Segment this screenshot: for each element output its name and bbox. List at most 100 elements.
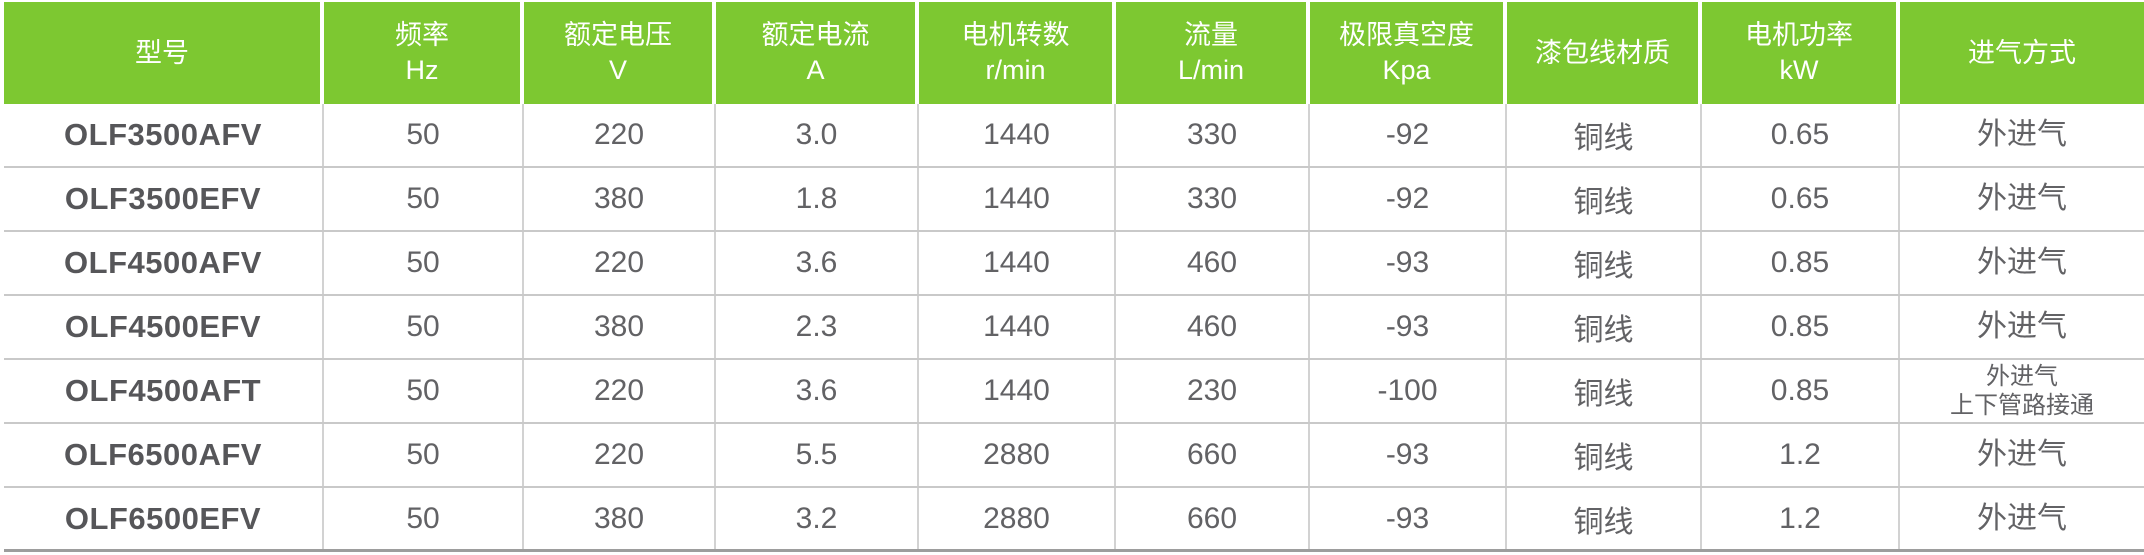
intake-line-2: 上下管路接通 <box>1950 392 2094 419</box>
table-row: OLF3500AFV 50 220 3.0 1440 330 -92 铜线 0.… <box>4 104 2144 168</box>
column-title: 漆包线材质 <box>1535 37 1670 68</box>
cell-vacuum: -93 <box>1310 488 1507 549</box>
cell-wire: 铜线 <box>1507 104 1702 166</box>
cell-wire: 铜线 <box>1507 168 1702 230</box>
cell-vacuum: -92 <box>1310 104 1507 166</box>
cell-current: 2.3 <box>716 296 919 358</box>
cell-voltage: 380 <box>524 168 716 230</box>
cell-frequency: 50 <box>324 360 524 422</box>
cell-wire: 铜线 <box>1507 360 1702 422</box>
cell-power: 0.65 <box>1702 168 1900 230</box>
cell-flow: 330 <box>1116 104 1310 166</box>
table-row: OLF4500AFV 50 220 3.6 1440 460 -93 铜线 0.… <box>4 232 2144 296</box>
cell-vacuum: -93 <box>1310 424 1507 486</box>
column-title: 型号 <box>135 37 189 68</box>
table-header-row: 型号 频率 Hz 额定电压 V 额定电流 A 电机转数 r/min 流量 L/m… <box>4 2 2144 104</box>
header-cell-voltage: 额定电压 V <box>524 2 716 104</box>
header-cell-current: 额定电流 A <box>716 2 919 104</box>
cell-current: 3.2 <box>716 488 919 549</box>
cell-vacuum: -92 <box>1310 168 1507 230</box>
column-unit: Hz <box>405 55 439 85</box>
cell-frequency: 50 <box>324 104 524 166</box>
header-cell-power: 电机功率 kW <box>1702 2 1900 104</box>
cell-speed: 2880 <box>919 488 1116 549</box>
cell-speed: 2880 <box>919 424 1116 486</box>
cell-voltage: 220 <box>524 424 716 486</box>
column-unit: r/min <box>985 55 1046 85</box>
cell-current: 3.6 <box>716 232 919 294</box>
cell-power: 1.2 <box>1702 424 1900 486</box>
cell-frequency: 50 <box>324 232 524 294</box>
column-unit: V <box>608 55 627 85</box>
cell-flow: 460 <box>1116 296 1310 358</box>
cell-power: 0.65 <box>1702 104 1900 166</box>
cell-model: OLF4500AFV <box>4 232 324 294</box>
table-row: OLF4500EFV 50 380 2.3 1440 460 -93 铜线 0.… <box>4 296 2144 360</box>
cell-model: OLF3500AFV <box>4 104 324 166</box>
column-unit: A <box>806 55 825 85</box>
cell-voltage: 380 <box>524 488 716 549</box>
column-title: 额定电流 <box>761 20 870 50</box>
table-row: OLF6500AFV 50 220 5.5 2880 660 -93 铜线 1.… <box>4 424 2144 488</box>
header-cell-intake: 进气方式 <box>1900 2 2144 104</box>
cell-vacuum: -93 <box>1310 296 1507 358</box>
cell-voltage: 380 <box>524 296 716 358</box>
header-cell-vacuum: 极限真空度 Kpa <box>1310 2 1507 104</box>
table-row: OLF6500EFV 50 380 3.2 2880 660 -93 铜线 1.… <box>4 488 2144 552</box>
cell-vacuum: -100 <box>1310 360 1507 422</box>
cell-voltage: 220 <box>524 360 716 422</box>
cell-voltage: 220 <box>524 232 716 294</box>
cell-flow: 660 <box>1116 424 1310 486</box>
cell-voltage: 220 <box>524 104 716 166</box>
header-cell-model: 型号 <box>4 2 324 104</box>
cell-model: OLF4500AFT <box>4 360 324 422</box>
cell-intake: 外进气 <box>1977 246 2067 279</box>
cell-power: 0.85 <box>1702 360 1900 422</box>
cell-speed: 1440 <box>919 104 1116 166</box>
header-cell-wire: 漆包线材质 <box>1507 2 1702 104</box>
cell-intake: 外进气 <box>1977 182 2067 215</box>
cell-wire: 铜线 <box>1507 488 1702 549</box>
cell-speed: 1440 <box>919 232 1116 294</box>
cell-model: OLF4500EFV <box>4 296 324 358</box>
cell-intake: 外进气 <box>1977 438 2067 471</box>
cell-current: 1.8 <box>716 168 919 230</box>
table-row: OLF4500AFT 50 220 3.6 1440 230 -100 铜线 0… <box>4 360 2144 424</box>
header-cell-frequency: 频率 Hz <box>324 2 524 104</box>
cell-model: OLF6500AFV <box>4 424 324 486</box>
column-title: 额定电压 <box>564 20 672 50</box>
cell-speed: 1440 <box>919 360 1116 422</box>
cell-current: 3.0 <box>716 104 919 166</box>
column-title: 频率 <box>395 20 449 50</box>
cell-power: 0.85 <box>1702 232 1900 294</box>
column-unit: Kpa <box>1382 55 1431 85</box>
cell-intake: 外进气 <box>1977 310 2067 343</box>
table-row: OLF3500EFV 50 380 1.8 1440 330 -92 铜线 0.… <box>4 168 2144 232</box>
cell-frequency: 50 <box>324 296 524 358</box>
cell-intake: 外进气 上下管路接通 <box>1900 360 2144 422</box>
cell-model: OLF3500EFV <box>4 168 324 230</box>
cell-wire: 铜线 <box>1507 296 1702 358</box>
cell-intake: 外进气 <box>1977 501 2067 535</box>
cell-wire: 铜线 <box>1507 232 1702 294</box>
cell-current: 5.5 <box>716 424 919 486</box>
column-title: 电机转数 <box>961 20 1070 50</box>
column-title: 进气方式 <box>1968 37 2076 68</box>
cell-intake: 外进气 <box>1977 118 2067 151</box>
cell-flow: 460 <box>1116 232 1310 294</box>
cell-speed: 1440 <box>919 168 1116 230</box>
cell-power: 0.85 <box>1702 296 1900 358</box>
cell-speed: 1440 <box>919 296 1116 358</box>
cell-frequency: 50 <box>324 424 524 486</box>
header-cell-flow: 流量 L/min <box>1116 2 1310 104</box>
cell-wire: 铜线 <box>1507 424 1702 486</box>
intake-line-1: 外进气 <box>1986 363 2058 390</box>
cell-frequency: 50 <box>324 168 524 230</box>
cell-frequency: 50 <box>324 488 524 549</box>
column-unit: L/min <box>1177 55 1245 85</box>
cell-flow: 660 <box>1116 488 1310 549</box>
column-title: 流量 <box>1184 20 1238 50</box>
column-title: 极限真空度 <box>1339 20 1474 50</box>
cell-flow: 230 <box>1116 360 1310 422</box>
